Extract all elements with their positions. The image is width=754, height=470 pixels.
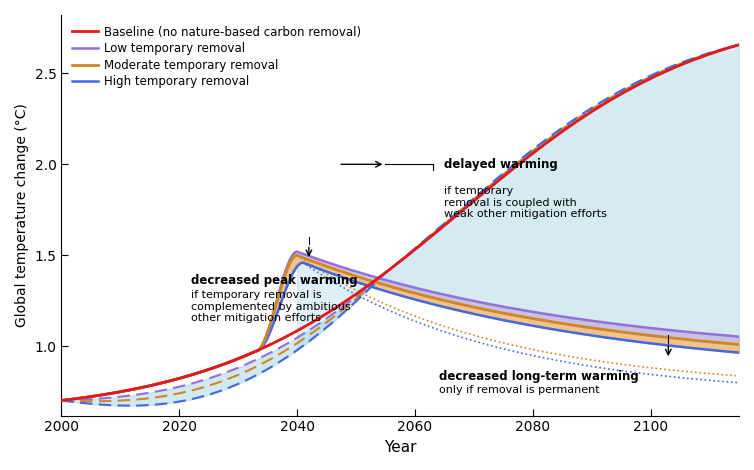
Low temporary removal [734,334,743,339]
Legend: Baseline (no nature-based carbon removal), Low temporary removal, Moderate tempo: Baseline (no nature-based carbon removal… [67,21,366,93]
High temporary removal [57,398,66,403]
Baseline (no nature-based carbon removal) [571,119,580,125]
Low temporary removal [641,325,650,330]
Baseline (no nature-based carbon removal) [57,398,66,403]
Line: Baseline (no nature-based carbon removal): Baseline (no nature-based carbon removal… [61,45,739,400]
Low temporary removal [469,298,478,304]
Baseline (no nature-based carbon removal) [468,199,477,205]
Text: only if removal is permanent: only if removal is permanent [439,384,599,395]
High temporary removal [299,260,308,266]
Y-axis label: Global temperature change (°C): Global temperature change (°C) [15,103,29,327]
Baseline (no nature-based carbon removal) [734,42,743,47]
High temporary removal [99,392,108,398]
Line: Moderate temporary removal: Moderate temporary removal [61,255,739,400]
Moderate temporary removal [469,304,478,310]
High temporary removal [469,311,478,317]
Moderate temporary removal [99,392,108,398]
Text: decreased long-term warming: decreased long-term warming [439,370,638,383]
Text: if temporary removal is
complemented by ambitious
other mitigation efforts: if temporary removal is complemented by … [191,290,351,323]
Text: if temporary
removal is coupled with
weak other mitigation efforts: if temporary removal is coupled with wea… [444,186,607,219]
Line: High temporary removal: High temporary removal [61,263,739,400]
Low temporary removal [451,294,460,300]
Text: decreased peak warming: decreased peak warming [191,274,357,287]
High temporary removal [734,350,743,355]
Moderate temporary removal [734,342,743,347]
Moderate temporary removal [293,252,302,258]
Low temporary removal [572,316,581,321]
Moderate temporary removal [57,398,66,403]
X-axis label: Year: Year [384,440,416,455]
High temporary removal [641,340,650,345]
High temporary removal [572,330,581,336]
Line: Low temporary removal: Low temporary removal [61,252,739,400]
Baseline (no nature-based carbon removal) [99,392,108,398]
Moderate temporary removal [489,308,498,314]
Moderate temporary removal [641,332,650,338]
Moderate temporary removal [451,300,460,306]
Low temporary removal [57,398,66,403]
Text: delayed warming: delayed warming [444,158,558,171]
Low temporary removal [293,249,302,255]
Low temporary removal [99,392,108,398]
High temporary removal [489,315,498,321]
Baseline (no nature-based carbon removal) [489,182,498,188]
Moderate temporary removal [572,323,581,329]
Baseline (no nature-based carbon removal) [450,214,459,219]
Baseline (no nature-based carbon removal) [640,78,649,84]
Low temporary removal [489,302,498,308]
High temporary removal [451,307,460,313]
